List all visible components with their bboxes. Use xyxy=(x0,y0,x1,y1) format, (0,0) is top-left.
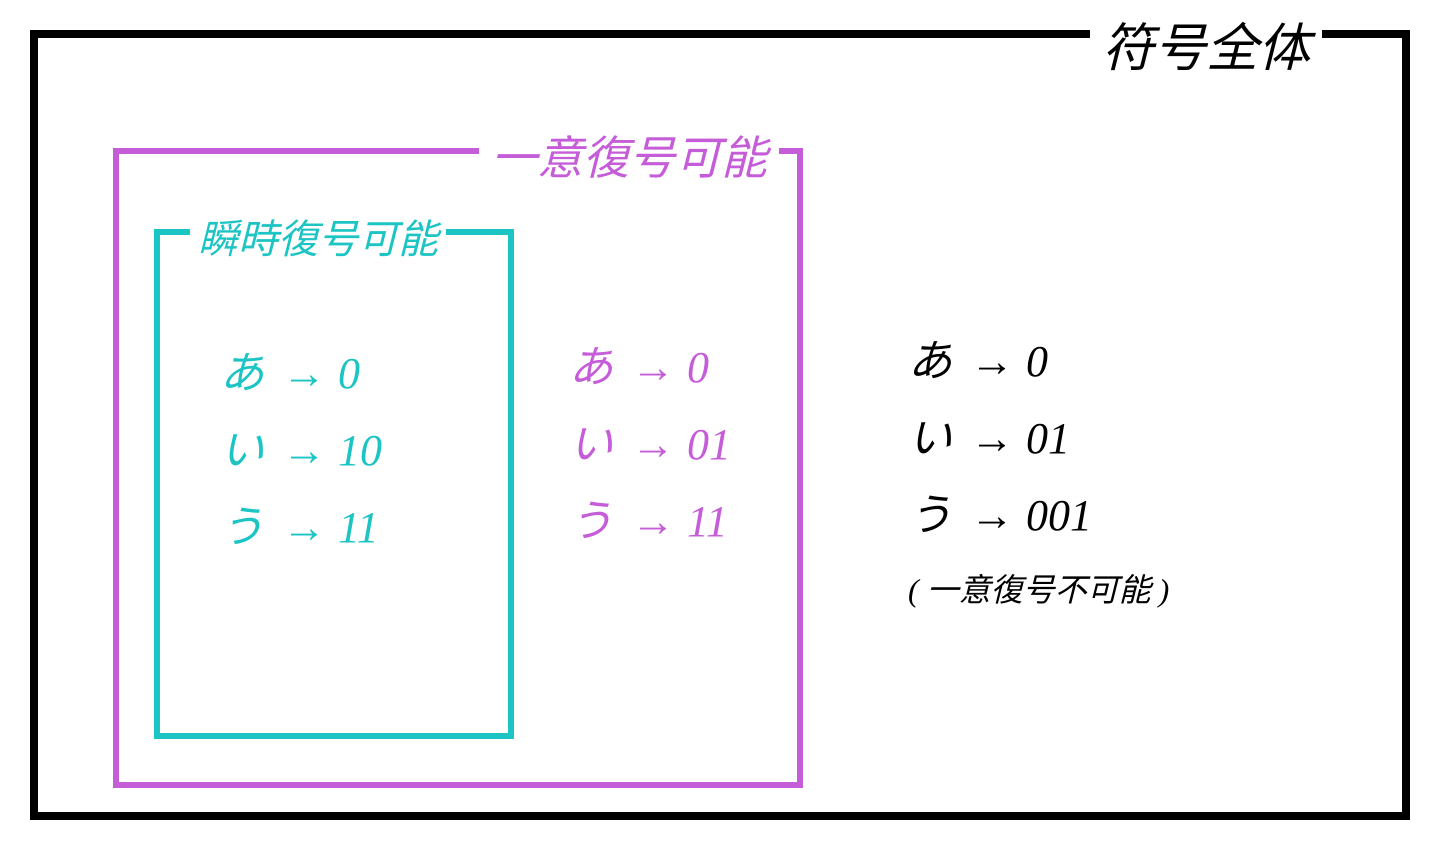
code-row: い → 01 xyxy=(569,406,731,483)
code-row: あ → 0 xyxy=(908,323,1169,400)
symbol: い xyxy=(569,406,613,483)
symbol: う xyxy=(908,477,952,554)
arrow-icon: → xyxy=(970,323,1014,400)
symbol: い xyxy=(220,412,264,489)
arrow-icon: → xyxy=(631,329,675,406)
outer-box: 符号全体 一意復号可能 瞬時復号可能 あ → 0 い → 10 う → 1 xyxy=(30,30,1410,820)
code-value: 0 xyxy=(1026,323,1048,400)
code-row: い → 01 xyxy=(908,400,1169,477)
outer-code-group: あ → 0 い → 01 う → 001 ( 一意復号不可能 ) xyxy=(908,323,1169,618)
symbol: あ xyxy=(220,335,264,412)
code-value: 01 xyxy=(687,406,731,483)
code-row: う → 001 xyxy=(908,477,1169,554)
code-value: 01 xyxy=(1026,400,1070,477)
middle-code-group: あ → 0 い → 01 う → 11 xyxy=(569,329,731,560)
code-value: 0 xyxy=(687,329,709,406)
arrow-icon: → xyxy=(282,335,326,412)
arrow-icon: → xyxy=(282,489,326,566)
middle-box: 一意復号可能 瞬時復号可能 あ → 0 い → 10 う → 11 xyxy=(113,148,803,788)
symbol: う xyxy=(569,483,613,560)
inner-box-label: 瞬時復号可能 xyxy=(190,207,446,265)
code-row: あ → 0 xyxy=(569,329,731,406)
inner-box: 瞬時復号可能 あ → 0 い → 10 う → 11 xyxy=(154,229,514,739)
code-value: 11 xyxy=(338,489,379,566)
arrow-icon: → xyxy=(970,400,1014,477)
symbol: あ xyxy=(908,323,952,400)
middle-box-label: 一意復号可能 xyxy=(479,122,779,188)
code-row: い → 10 xyxy=(220,412,382,489)
code-value: 0 xyxy=(338,335,360,412)
code-row: あ → 0 xyxy=(220,335,382,412)
inner-code-group: あ → 0 い → 10 う → 11 xyxy=(220,335,382,566)
arrow-icon: → xyxy=(631,406,675,483)
arrow-icon: → xyxy=(282,412,326,489)
symbol: う xyxy=(220,489,264,566)
code-value: 10 xyxy=(338,412,382,489)
outer-code-note: ( 一意復号不可能 ) xyxy=(908,562,1169,618)
symbol: い xyxy=(908,400,952,477)
code-row: う → 11 xyxy=(220,489,382,566)
code-value: 11 xyxy=(687,483,728,560)
arrow-icon: → xyxy=(970,477,1014,554)
arrow-icon: → xyxy=(631,483,675,560)
outer-box-label: 符号全体 xyxy=(1090,6,1322,81)
code-row: う → 11 xyxy=(569,483,731,560)
code-value: 001 xyxy=(1026,477,1092,554)
symbol: あ xyxy=(569,329,613,406)
